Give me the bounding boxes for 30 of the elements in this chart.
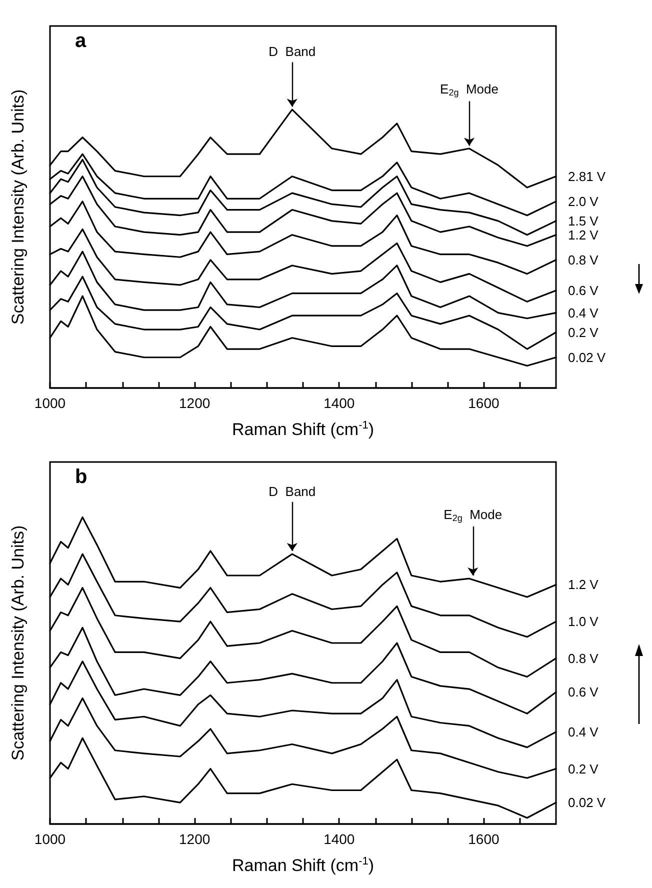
annotation: D Band bbox=[268, 484, 316, 499]
series-label: 1.2 V bbox=[568, 227, 599, 242]
x-tick-label: 1600 bbox=[468, 831, 500, 847]
series-label: 2.81 V bbox=[568, 168, 606, 184]
series-label: 0.6 V bbox=[568, 684, 599, 700]
series-label: 0.8 V bbox=[568, 650, 599, 666]
series-label: 0.4 V bbox=[568, 305, 599, 320]
series-label: 1.2 V bbox=[568, 577, 599, 592]
series-label: 0.8 V bbox=[568, 252, 599, 268]
x-tick-label: 1400 bbox=[324, 831, 355, 847]
x-tick-label: 1600 bbox=[468, 395, 500, 411]
series-label: 0.02 V bbox=[568, 795, 606, 810]
y-axis-title: Scattering Intensity (Arb. Units) bbox=[9, 525, 29, 761]
x-tick-label: 1000 bbox=[34, 831, 66, 847]
series-label: 0.4 V bbox=[568, 724, 599, 740]
y-axis-title: Scattering Intensity (Arb. Units) bbox=[9, 89, 29, 325]
series-label: 0.02 V bbox=[568, 350, 606, 365]
series-label: 1.5 V bbox=[568, 213, 599, 228]
annotation: D Band bbox=[268, 44, 316, 60]
chart-title: b bbox=[75, 466, 88, 488]
x-tick-label: 1200 bbox=[178, 395, 210, 411]
series-label: 0.6 V bbox=[568, 283, 599, 298]
series-label: 1.0 V bbox=[568, 614, 599, 630]
x-tick-label: 1200 bbox=[178, 831, 210, 847]
series-label: 0.2 V bbox=[568, 324, 599, 340]
chart-title: a bbox=[75, 30, 87, 52]
x-tick-label: 1000 bbox=[34, 395, 66, 411]
series-label: 0.2 V bbox=[568, 761, 599, 776]
x-tick-label: 1400 bbox=[324, 395, 355, 411]
series-label: 2.0 V bbox=[568, 194, 599, 209]
